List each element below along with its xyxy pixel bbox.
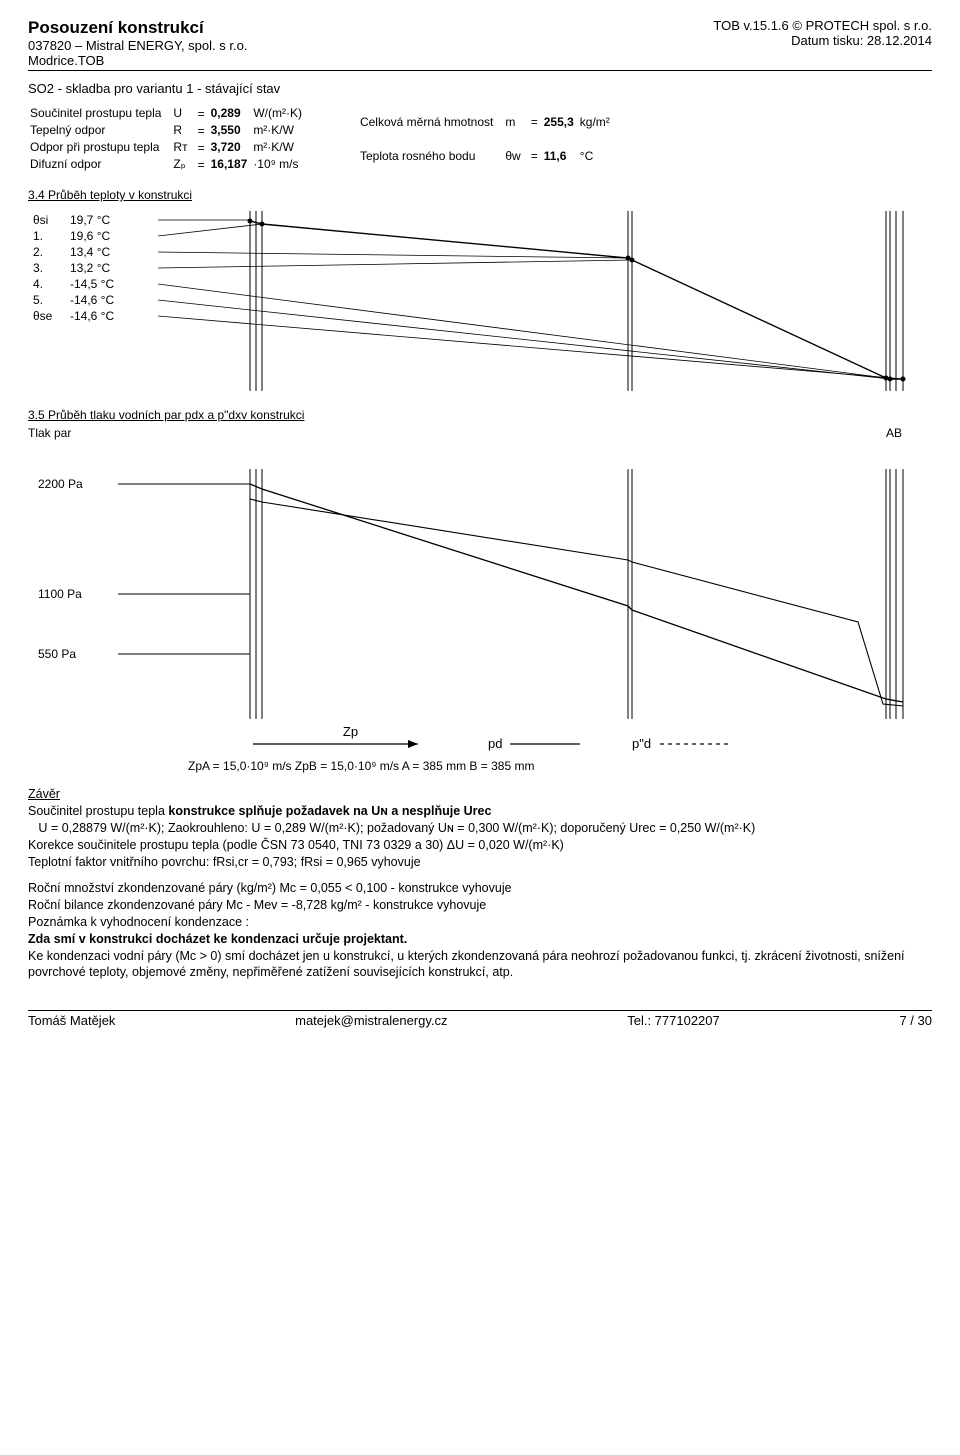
svg-text:pd: pd [488, 736, 502, 751]
zaver-line4: Teplotní faktor vnitřního povrchu: fRsi,… [28, 854, 932, 870]
param-row: Tepelný odporR=3,550m²·K/W [30, 123, 306, 138]
pressure-label: Tlak par [28, 426, 71, 440]
ab-label: AB [886, 426, 902, 440]
subhead-34: 3.4 Průběh teploty v konstrukci [28, 188, 932, 202]
svg-text:13,4 °C: 13,4 °C [70, 245, 110, 259]
footer-tel: Tel.: 777102207 [627, 1013, 720, 1028]
chart-temperature: θsi 19,7 °C 1. 19,6 °C 2. 13,4 °C 3. 13,2 °C 4. -… [28, 206, 932, 396]
header-left: Posouzení konstrukcí 037820 – Mistral EN… [28, 18, 247, 68]
svg-text:Zp: Zp [343, 724, 358, 739]
zaver-heading: Závěr [28, 787, 60, 801]
print-date: Datum tisku: 28.12.2014 [713, 33, 932, 48]
doc-subtitle-2: Modrice.TOB [28, 53, 247, 68]
zaver-line2: U = 0,28879 W/(m²·K); Zaokrouhleno: U = … [28, 820, 932, 836]
zaver-line8: Zda smí v konstrukci docházet ke kondenz… [28, 931, 932, 947]
svg-text:5.: 5. [33, 293, 43, 307]
page-header: Posouzení konstrukcí 037820 – Mistral EN… [28, 18, 932, 71]
zaver-line7: Poznámka k vyhodnocení kondenzace : [28, 914, 932, 930]
parameters-block: Součinitel prostupu teplaU=0,289W/(m²·K)… [28, 104, 932, 174]
doc-subtitle-1: 037820 – Mistral ENERGY, spol. s r.o. [28, 38, 247, 53]
svg-text:13,2 °C: 13,2 °C [70, 261, 110, 275]
footer-email: matejek@mistralenergy.cz [295, 1013, 447, 1028]
param-row: Difuzní odporZₚ=16,187·10⁹ m/s [30, 157, 306, 172]
svg-text:p"d: p"d [632, 736, 651, 751]
svg-text:-14,5 °C: -14,5 °C [70, 277, 114, 291]
svg-text:θse: θse [33, 309, 53, 323]
subhead-35: 3.5 Průběh tlaku vodních par pdx a p"dxv… [28, 408, 932, 422]
zaver-line9: Ke kondenzaci vodní páry (Mc > 0) smí do… [28, 948, 932, 980]
zaver-line5: Roční množství zkondenzované páry (kg/m²… [28, 880, 932, 896]
svg-text:-14,6 °C: -14,6 °C [70, 309, 114, 323]
zaver-line1: Součinitel prostupu tepla konstrukce spl… [28, 803, 932, 819]
svg-text:19,6 °C: 19,6 °C [70, 229, 110, 243]
param-row: Odpor při prostupu teplaRᴛ=3,720m²·K/W [30, 140, 306, 155]
param-row: Součinitel prostupu teplaU=0,289W/(m²·K) [30, 106, 306, 121]
chart-pressure: 2200 Pa 1100 Pa 550 Pa Zp pd p"d ZpA = 15,0·10… [28, 444, 932, 774]
zaver-line3: Korekce součinitele prostupu tepla (podl… [28, 837, 932, 853]
svg-text:4.: 4. [33, 277, 43, 291]
svg-text:ZpA = 15,0·10⁹ m/s ZpB = 15,: ZpA = 15,0·10⁹ m/s ZpB = 15,0·10⁹ m/s A … [188, 759, 534, 773]
svg-text:19,7 °C: 19,7 °C [70, 213, 110, 227]
svg-text:2200 Pa: 2200 Pa [38, 477, 83, 491]
svg-text:2.: 2. [33, 245, 43, 259]
footer-page: 7 / 30 [899, 1013, 932, 1028]
section-title: SO2 - skladba pro variantu 1 - stávající… [28, 81, 932, 96]
param-row: Celková měrná hmotnostm=255,3kg/m² [360, 106, 614, 138]
page-footer: Tomáš Matějek matejek@mistralenergy.cz T… [28, 1010, 932, 1028]
params-right-table: Celková měrná hmotnostm=255,3kg/m²Teplot… [358, 104, 616, 174]
svg-text:-14,6 °C: -14,6 °C [70, 293, 114, 307]
param-row: Teplota rosného boduθw=11,6°C [360, 140, 614, 172]
doc-title: Posouzení konstrukcí [28, 18, 247, 38]
svg-text:1.: 1. [33, 229, 43, 243]
header-right: TOB v.15.1.6 © PROTECH spol. s r.o. Datu… [713, 18, 932, 68]
svg-text:1100 Pa: 1100 Pa [38, 587, 82, 601]
svg-text:θsi: θsi [33, 213, 48, 227]
app-version: TOB v.15.1.6 © PROTECH spol. s r.o. [713, 18, 932, 33]
svg-text:3.: 3. [33, 261, 43, 275]
svg-text:550 Pa: 550 Pa [38, 647, 76, 661]
conclusion-block: Závěr Součinitel prostupu tepla konstruk… [28, 786, 932, 980]
zaver-line6: Roční bilance zkondenzované páry Mc - Me… [28, 897, 932, 913]
params-left-table: Součinitel prostupu teplaU=0,289W/(m²·K)… [28, 104, 308, 174]
footer-author: Tomáš Matějek [28, 1013, 115, 1028]
